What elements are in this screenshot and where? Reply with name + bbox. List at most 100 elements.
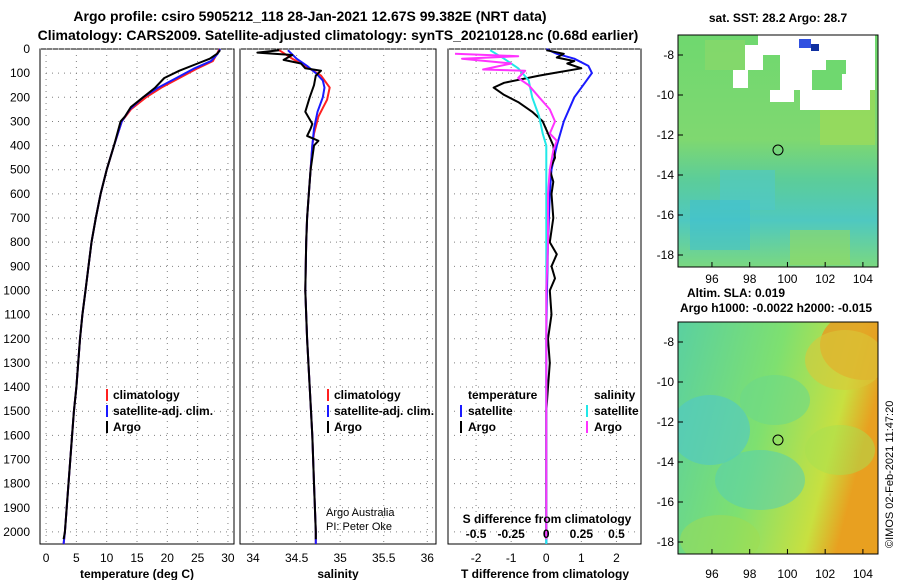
- legend-climatology: climatology: [334, 388, 401, 402]
- x-tick-label: -1: [506, 551, 517, 565]
- x-tick-label: 0: [43, 551, 50, 565]
- depth-tick-label: 600: [10, 187, 30, 201]
- sla-map-ticks: 96 98 100 102 104 -8 -10 -12 -14 -16 -18: [657, 335, 874, 580]
- salinity-legend: climatology satellite-adj. clim. Argo Ar…: [326, 388, 434, 533]
- legend-temperature-header: temperature: [468, 388, 538, 402]
- x-tick-label: 15: [130, 551, 144, 565]
- depth-tick-label: 0: [23, 42, 30, 56]
- sst-map-frame: [677, 34, 879, 268]
- series-line-argo: [256, 49, 322, 540]
- map-y-tick-label: -12: [657, 415, 675, 429]
- depth-tick-label: 1400: [3, 380, 30, 394]
- series-line-t-argo: [492, 49, 583, 540]
- x-tick-label: 34.5: [285, 551, 309, 565]
- x-tick-label: 35: [333, 551, 347, 565]
- x-tick-label: -2: [471, 551, 482, 565]
- map-y-tick-label: -10: [657, 375, 675, 389]
- sla-map-image: [678, 322, 878, 554]
- legend-satellite-adj: satellite-adj. clim.: [113, 404, 213, 418]
- depth-tick-label: 300: [10, 114, 30, 128]
- legend-t-satellite: satellite: [468, 404, 513, 418]
- map-x-tick-label: 96: [705, 272, 719, 286]
- x-tick-label: 30: [221, 551, 235, 565]
- map-x-tick-label: 102: [815, 567, 835, 580]
- series-line-climatology: [62, 48, 221, 545]
- s-difference-tick-label: 0.25: [570, 527, 594, 541]
- series-line-s-satellite: [489, 49, 548, 544]
- depth-tick-label: 400: [10, 139, 30, 153]
- salinity-panel: [239, 48, 437, 545]
- temperature-xlabel: temperature (deg C): [80, 567, 194, 580]
- s-difference-ticks: -0.5 -0.25 0 0.25 0.5: [466, 527, 625, 541]
- legend-satellite-adj: satellite-adj. clim.: [334, 404, 434, 418]
- sst-map-ticks: 96 98 100 102 104 -8 -10 -12 -14 -16 -18: [657, 48, 874, 286]
- grid-layer: [40, 48, 641, 544]
- difference-legend: temperature satellite Argo salinity sate…: [460, 388, 639, 434]
- credit-text: ©IMOS 02-Feb-2021 11:47:20: [884, 401, 896, 548]
- x-tick-label: 1: [578, 551, 585, 565]
- depth-tick-label: 1100: [4, 308, 30, 322]
- map-y-tick-label: -18: [657, 248, 675, 262]
- depth-tick-label: 1200: [3, 332, 30, 346]
- s-difference-tick-label: 0.5: [608, 527, 625, 541]
- s-difference-tick-label: -0.5: [466, 527, 487, 541]
- legend-argo: Argo: [334, 420, 362, 434]
- depth-tick-label: 1800: [3, 477, 30, 491]
- depth-tick-label: 1300: [3, 356, 30, 370]
- legend-salinity-header: salinity: [594, 388, 636, 402]
- depth-tick-label: 200: [10, 90, 30, 104]
- x-tick-labels: 0 5 10 15 20 25 30 34 34.5 35 35.5 36 -2 -1 0 1 2: [43, 551, 620, 565]
- map-y-tick-label: -18: [657, 535, 675, 549]
- legend-climatology: climatology: [113, 388, 180, 402]
- map-y-tick-label: -10: [657, 88, 675, 102]
- depth-tick-label: 900: [10, 259, 30, 273]
- x-tick-label: 0: [543, 551, 550, 565]
- sst-profile-marker: [772, 144, 784, 156]
- title-line2: Climatology: CARS2009. Satellite-adjuste…: [38, 27, 639, 43]
- series-line-satellite-adj-clim-: [62, 48, 221, 545]
- x-tick-label: 25: [191, 551, 205, 565]
- depth-tick-label: 700: [10, 211, 30, 225]
- x-tick-label: 36: [421, 551, 435, 565]
- title-line1: Argo profile: csiro 5905212_118 28-Jan-2…: [73, 8, 546, 24]
- depth-tick-label: 2000: [3, 525, 30, 539]
- sla-map-frame: [677, 321, 879, 555]
- series-line-argo: [62, 49, 221, 540]
- sst-map-title: sat. SST: 28.2 Argo: 28.7: [709, 11, 848, 25]
- depth-tick-label: 1900: [3, 501, 30, 515]
- map-y-tick-label: -14: [657, 455, 675, 469]
- sst-map-image: [678, 35, 878, 267]
- sla-profile-marker: [772, 434, 784, 446]
- x-tick-label: 5: [73, 551, 80, 565]
- salinity-xlabel: salinity: [317, 567, 359, 580]
- series-layer: [62, 48, 593, 545]
- depth-tick-label: 1700: [3, 452, 30, 466]
- map-y-tick-label: -16: [657, 208, 675, 222]
- map-y-tick-label: -16: [657, 495, 675, 509]
- depth-tick-label: 800: [10, 235, 30, 249]
- map-x-tick-label: 96: [705, 567, 719, 580]
- difference-xlabel: T difference from climatology: [461, 567, 629, 580]
- x-tick-label: 35.5: [372, 551, 396, 565]
- legend-argo: Argo: [113, 420, 141, 434]
- s-difference-tick-label: 0: [543, 527, 550, 541]
- map-x-tick-label: 104: [853, 272, 873, 286]
- depth-tick-label: 500: [10, 163, 30, 177]
- sla-map-title-line2: Argo h1000: -0.0022 h2000: -0.015: [680, 301, 872, 315]
- map-y-tick-label: -8: [663, 335, 674, 349]
- annotation-argo-australia: Argo Australia: [326, 507, 395, 519]
- map-x-tick-label: 98: [743, 272, 757, 286]
- legend-t-argo: Argo: [468, 420, 496, 434]
- map-y-tick-label: -12: [657, 128, 675, 142]
- legend-s-satellite: satellite: [594, 404, 639, 418]
- temperature-legend: climatology satellite-adj. clim. Argo: [106, 388, 213, 434]
- x-tick-label: 10: [100, 551, 114, 565]
- x-tick-label: 34: [246, 551, 260, 565]
- annotation-pi: PI: Peter Oke: [326, 521, 392, 533]
- map-y-tick-label: -14: [657, 168, 675, 182]
- legend-s-argo: Argo: [594, 420, 622, 434]
- x-tick-label: 2: [613, 551, 620, 565]
- depth-tick-label: 100: [10, 66, 30, 80]
- depth-tick-label: 1000: [3, 283, 30, 297]
